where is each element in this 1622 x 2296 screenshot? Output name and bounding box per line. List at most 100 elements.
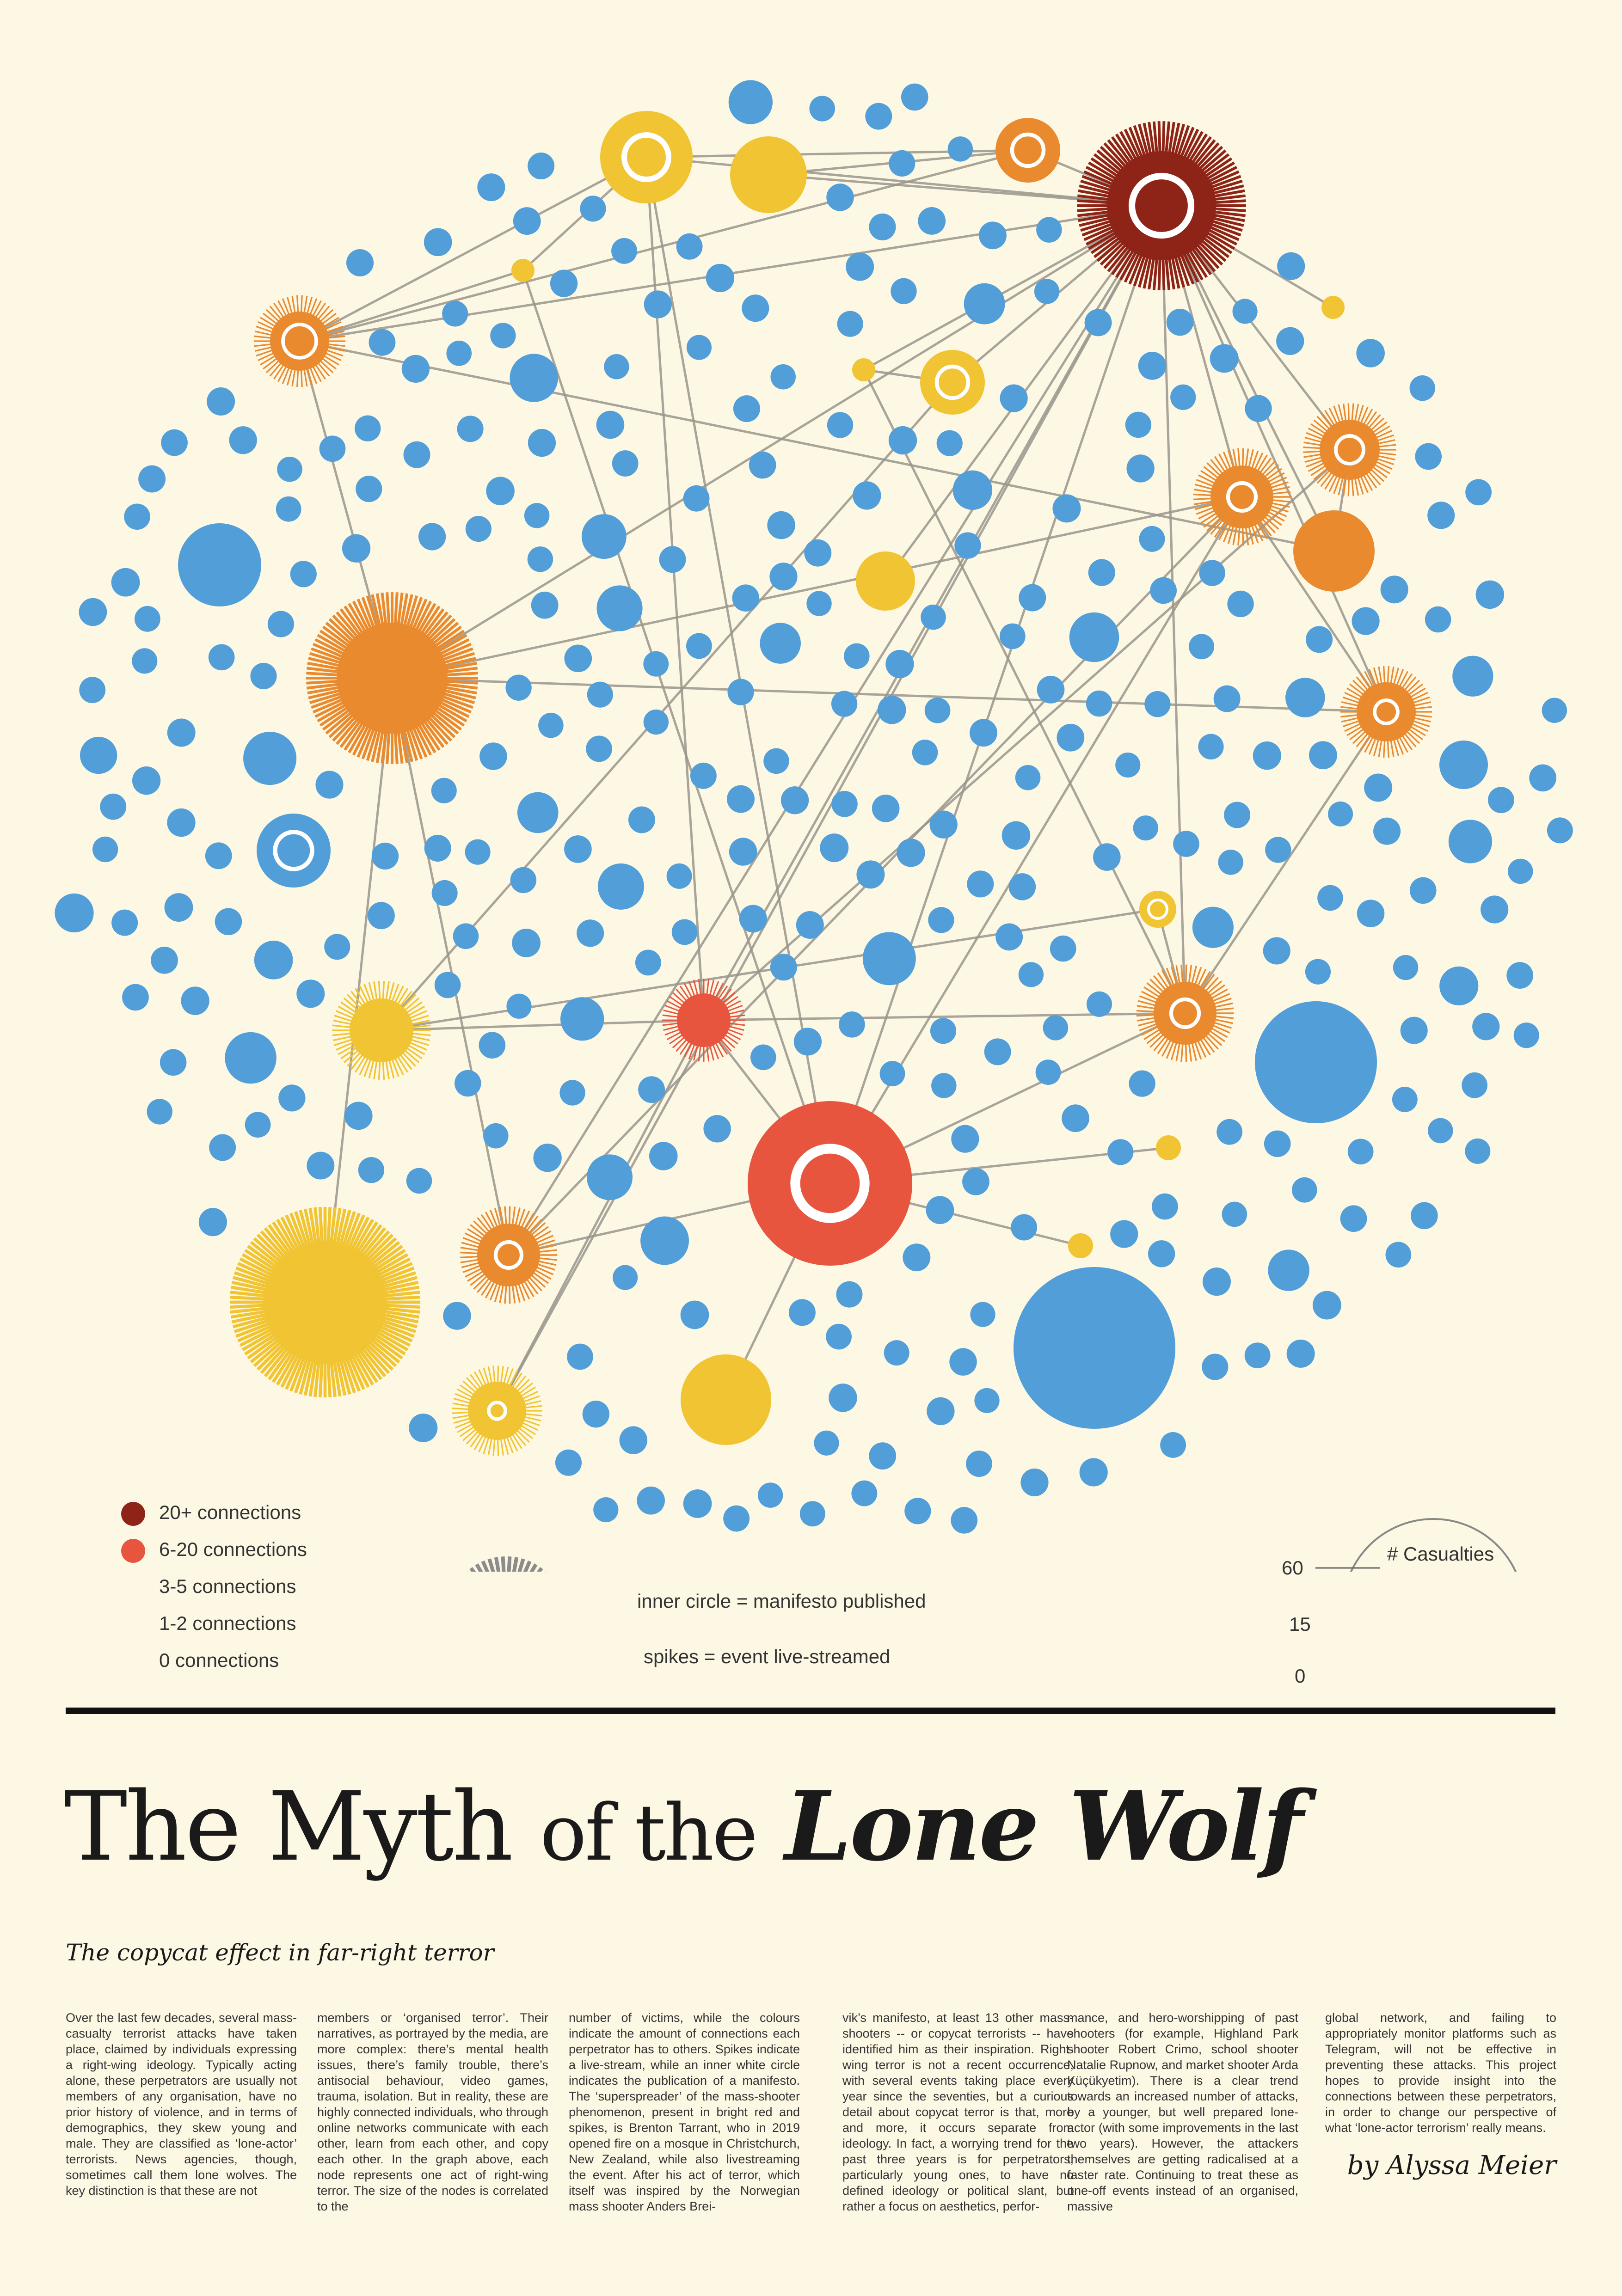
attack-node-0-connections — [1050, 935, 1076, 962]
node-core — [757, 1482, 783, 1508]
attack-node-0-connections — [1062, 1104, 1089, 1132]
attack-node-0-connections — [635, 949, 661, 976]
node-core — [132, 648, 158, 674]
attack-node-0-connections — [879, 1061, 905, 1087]
node-core — [856, 860, 885, 889]
node-core — [355, 415, 381, 441]
attack-node-0-connections — [92, 836, 118, 863]
attack-node-0-connections — [580, 196, 606, 222]
node-core — [920, 350, 985, 415]
node-core — [560, 997, 604, 1041]
attack-node-0-connections — [1488, 787, 1514, 814]
attack-node-0-connections — [111, 909, 138, 936]
attack-node-0-connections — [1427, 502, 1455, 529]
node-core — [1000, 623, 1026, 649]
attack-node-0-connections — [739, 905, 767, 933]
node-core — [92, 836, 118, 863]
attack-node-0-connections — [1166, 308, 1194, 336]
node-core — [974, 1388, 1000, 1413]
size-legend-tick-60: 60 — [1282, 1557, 1303, 1579]
node-core — [1001, 821, 1031, 850]
node-core — [111, 909, 138, 936]
connection-edge — [507, 205, 1163, 1256]
node-core — [1093, 843, 1121, 871]
attack-node-0-connections — [770, 364, 796, 390]
node-core — [409, 1414, 438, 1443]
attack-node-0-connections — [1199, 560, 1225, 586]
node-core — [796, 911, 824, 939]
attack-node-0-connections — [1035, 1059, 1061, 1085]
attack-node-0-connections — [966, 1451, 993, 1477]
attack-node-0-connections — [243, 732, 297, 785]
node-core — [1015, 765, 1041, 790]
node-core — [862, 932, 916, 986]
attack-node-0-connections — [358, 1157, 385, 1183]
node-core — [278, 1084, 306, 1112]
legend-label-6-20: 6-20 connections — [159, 1538, 307, 1560]
attack-node-0-connections — [1213, 685, 1241, 712]
node-core — [1069, 612, 1119, 662]
attack-node-0-connections — [604, 354, 629, 380]
node-core — [1425, 606, 1451, 633]
attack-node-0-connections — [465, 839, 491, 865]
node-core — [951, 1507, 978, 1534]
node-core — [161, 429, 188, 456]
livestream-spikes — [1340, 666, 1432, 758]
attack-node-0-connections — [510, 354, 558, 402]
attack-node-0-connections — [1462, 1072, 1488, 1098]
attack-node-0-connections — [1465, 1138, 1491, 1164]
node-core — [826, 1323, 852, 1350]
node-core — [613, 1265, 638, 1290]
node-core — [763, 748, 789, 774]
attack-node-0-connections — [560, 997, 604, 1041]
attack-node-0-connections — [918, 207, 946, 235]
attack-node-0-connections — [1008, 873, 1036, 900]
node-core — [804, 539, 832, 567]
node-core — [1036, 217, 1062, 243]
attack-node-r — [229, 1206, 421, 1398]
attack-node-0-connections — [666, 863, 692, 889]
livestream-spikes — [452, 1365, 542, 1456]
attack-node-a — [1077, 121, 1246, 290]
attack-node-0-connections — [205, 842, 232, 869]
node-core — [885, 649, 914, 679]
node-core — [356, 476, 382, 502]
node-core — [164, 893, 193, 922]
attack-node-0-connections — [79, 598, 107, 626]
attack-node-0-connections — [809, 96, 835, 122]
attack-node-0-connections — [1306, 626, 1333, 653]
attack-node-x — [1321, 296, 1345, 319]
title-part-1: The Myth — [64, 1771, 513, 1882]
node-core — [1227, 590, 1254, 618]
node-core — [1380, 576, 1408, 604]
node-core — [276, 496, 301, 522]
attack-node-0-connections — [827, 412, 854, 438]
livestream-spikes — [1077, 121, 1246, 290]
attack-node-0-connections — [836, 1281, 863, 1308]
attack-node-0-connections — [229, 426, 257, 454]
node-core — [1277, 252, 1305, 280]
attack-node-0-connections — [831, 691, 858, 717]
attack-node-0-connections — [369, 329, 396, 356]
node-core — [770, 954, 797, 981]
node-core — [729, 838, 757, 866]
attack-node-0-connections — [1086, 690, 1112, 717]
attack-node-0-connections — [1409, 375, 1435, 401]
node-core — [1000, 384, 1028, 412]
node-core — [619, 1426, 648, 1454]
node-core — [1222, 1201, 1247, 1227]
body-column-4: vik’s manifesto, at least 13 other mass-… — [842, 2011, 1074, 2213]
node-core — [984, 1038, 1011, 1065]
attack-node-u — [1139, 891, 1176, 928]
node-core — [337, 623, 448, 734]
node-core — [538, 712, 564, 738]
attack-node-0-connections — [134, 606, 160, 632]
attack-node-0-connections — [597, 863, 644, 910]
attack-node-0-connections — [1472, 1013, 1500, 1041]
node-core — [826, 184, 854, 211]
attack-node-0-connections — [970, 719, 997, 747]
divider-rule — [66, 1708, 1555, 1714]
node-core — [531, 591, 559, 619]
attack-node-0-connections — [947, 136, 973, 162]
attack-node-0-connections — [368, 902, 395, 930]
